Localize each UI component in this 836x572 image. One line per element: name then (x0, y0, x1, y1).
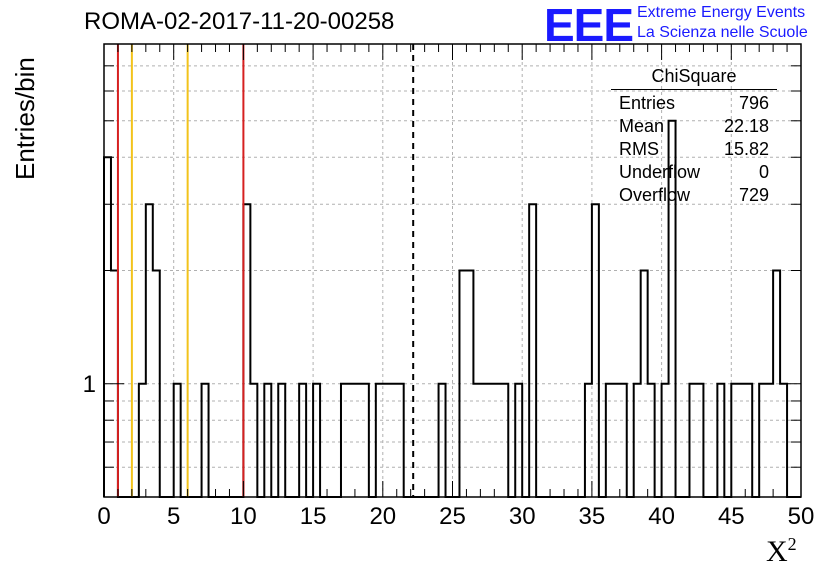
logo-caption-line2: La Scienza nelle Scuole (637, 24, 808, 41)
chart-title: ROMA-02-2017-11-20-00258 (84, 8, 395, 35)
stats-row-overflow: Overflow 729 (611, 184, 777, 207)
histogram-bin (529, 204, 536, 497)
histogram-bin (243, 204, 250, 497)
stats-value: 796 (738, 93, 769, 113)
x-tick-label: 0 (97, 503, 110, 530)
histogram-bin (146, 204, 153, 497)
stats-label: Entries (619, 93, 676, 113)
y-axis-label-text: Entries/bin (10, 57, 40, 180)
stats-value: 729 (738, 185, 769, 205)
stats-label: Overflow (619, 185, 691, 205)
x-tick-label: 5 (167, 503, 180, 530)
eee-logo: EEE (544, 0, 634, 51)
x-tick-label: 10 (230, 503, 257, 530)
x-tick-label: 30 (509, 503, 536, 530)
stats-box: ChiSquare Entries 796 Mean 22.18 RMS 15.… (611, 66, 777, 207)
stats-value: 22.18 (723, 116, 769, 136)
x-axis-label-text: X (766, 535, 788, 568)
x-tick-label: 20 (369, 503, 396, 530)
y-axis-label: Entries/bin (6, 40, 40, 190)
x-axis-label: X2 (766, 534, 797, 569)
stats-row-mean: Mean 22.18 (611, 115, 777, 138)
stats-label: RMS (619, 139, 659, 159)
stats-value: 15.82 (723, 139, 769, 159)
stats-value: 0 (758, 162, 769, 182)
x-tick-label: 50 (788, 503, 815, 530)
x-tick-label: 25 (439, 503, 466, 530)
x-tick-label: 15 (300, 503, 327, 530)
y-tick-label: 1 (83, 371, 96, 398)
histogram-bin (104, 157, 111, 497)
x-tick-label: 40 (648, 503, 675, 530)
stats-row-underflow: Underflow 0 (611, 161, 777, 184)
stats-header: ChiSquare (611, 66, 777, 90)
x-tick-label: 45 (718, 503, 745, 530)
stats-row-rms: RMS 15.82 (611, 138, 777, 161)
x-tick-label: 35 (579, 503, 606, 530)
stats-row-entries: Entries 796 (611, 92, 777, 115)
histogram-bin (592, 204, 599, 497)
stats-label: Underflow (619, 162, 701, 182)
stats-label: Mean (619, 116, 665, 136)
x-axis-label-superscript: 2 (787, 534, 797, 554)
logo-caption-line1: Extreme Energy Events (637, 4, 806, 21)
logo-caption: Extreme Energy Events La Scienza nelle S… (637, 3, 808, 43)
